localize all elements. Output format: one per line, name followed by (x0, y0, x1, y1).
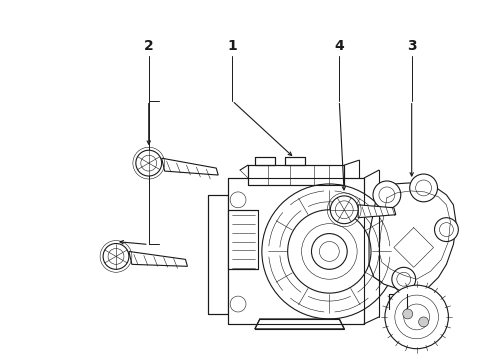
Circle shape (391, 267, 415, 291)
Text: 3: 3 (406, 39, 416, 53)
Circle shape (103, 243, 129, 269)
Polygon shape (284, 157, 304, 165)
Text: 4: 4 (334, 39, 344, 53)
Circle shape (262, 184, 396, 319)
Text: 1: 1 (227, 39, 237, 53)
Circle shape (434, 218, 457, 242)
Circle shape (384, 285, 447, 349)
Polygon shape (162, 158, 218, 175)
Circle shape (402, 309, 412, 319)
Polygon shape (388, 294, 406, 311)
Circle shape (409, 174, 437, 202)
Polygon shape (254, 157, 274, 165)
Polygon shape (357, 205, 395, 218)
Circle shape (372, 181, 400, 209)
Text: 2: 2 (143, 39, 153, 53)
Circle shape (136, 150, 162, 176)
Polygon shape (254, 319, 344, 329)
Polygon shape (208, 195, 228, 314)
Polygon shape (368, 183, 455, 294)
Polygon shape (228, 210, 257, 269)
Polygon shape (247, 165, 344, 185)
Polygon shape (228, 178, 364, 324)
Circle shape (418, 317, 427, 327)
Polygon shape (129, 251, 187, 266)
Circle shape (330, 196, 357, 224)
